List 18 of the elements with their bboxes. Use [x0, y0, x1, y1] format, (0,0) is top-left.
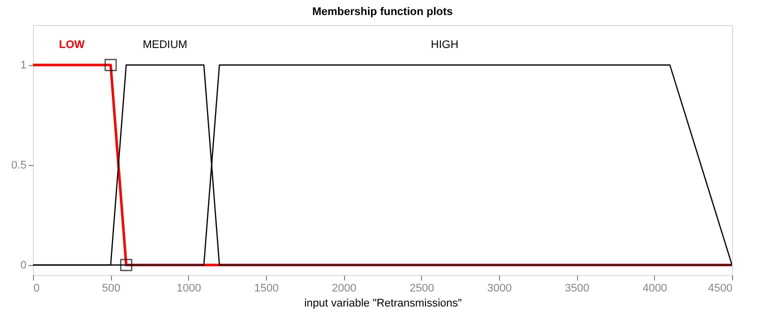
- x-tick-label: 500: [102, 282, 120, 294]
- x-axis-title: input variable "Retransmissions": [304, 298, 462, 310]
- y-tick-label: 0: [20, 260, 26, 272]
- x-tick-label: 4000: [642, 282, 668, 294]
- x-tick-label: 0: [34, 282, 40, 294]
- series-label: LOW: [58, 39, 86, 51]
- y-tick-label: 0.5: [11, 160, 26, 172]
- x-tick-label: 3500: [564, 282, 590, 294]
- x-tick-label: 3000: [487, 282, 512, 294]
- x-tick-label: 2500: [410, 282, 434, 294]
- y-tick-label: 1: [20, 60, 26, 72]
- x-tick-label: 1000: [176, 282, 202, 294]
- x-tick-label: 4500: [708, 282, 732, 294]
- x-tick-label: 1500: [254, 282, 279, 294]
- x-tick-label: 2000: [332, 282, 356, 294]
- chart-title: Membership function plots: [312, 6, 453, 18]
- series-label: HIGH: [430, 39, 458, 51]
- series-label: MEDIUM: [142, 39, 188, 51]
